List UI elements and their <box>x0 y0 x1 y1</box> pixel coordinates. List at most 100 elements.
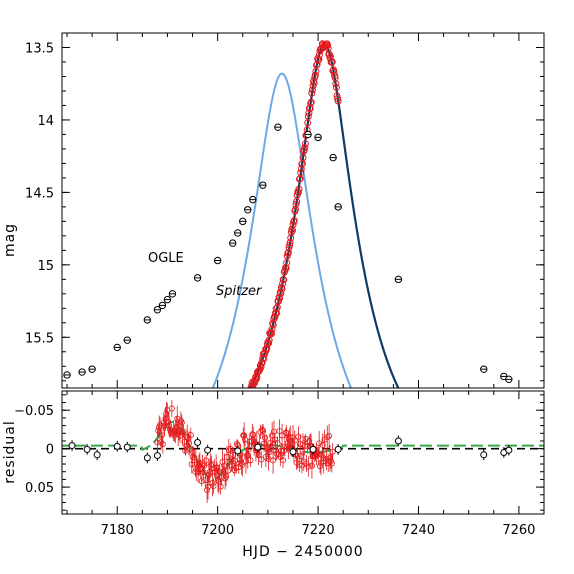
spitzer-residual-point <box>175 431 182 438</box>
spitzer-point <box>241 395 247 401</box>
spitzer-point <box>171 456 177 462</box>
spitzer-point <box>219 426 225 432</box>
spitzer-point <box>168 454 174 460</box>
residual-y-tick-label: 0.05 <box>25 481 54 496</box>
spitzer-point <box>161 460 167 466</box>
spitzer-point <box>205 441 211 447</box>
spitzer-point <box>304 119 312 127</box>
residual-y-tick-label: −0.05 <box>14 404 54 419</box>
spitzer-residual-point <box>328 460 335 467</box>
spitzer-point <box>171 455 177 461</box>
spitzer-point <box>163 458 169 464</box>
spitzer-point <box>208 438 214 444</box>
spitzer-point <box>240 399 246 405</box>
spitzer-point <box>160 458 166 464</box>
spitzer-point <box>212 435 218 441</box>
bottom-points-layer <box>68 400 513 504</box>
spitzer-residual-point <box>267 439 274 446</box>
spitzer-point <box>220 424 226 430</box>
spitzer-residual-point <box>223 473 230 480</box>
spitzer-point <box>262 345 270 353</box>
spitzer-point <box>213 435 219 441</box>
spitzer-point <box>198 447 204 453</box>
spitzer-point <box>161 459 167 465</box>
spitzer-point <box>207 434 213 440</box>
spitzer-point <box>180 456 186 462</box>
spitzer-residual-point <box>260 427 267 434</box>
spitzer-point <box>236 409 242 415</box>
spitzer-residual-point <box>232 457 239 464</box>
spitzer-residual-point <box>291 437 298 444</box>
spitzer-point <box>181 455 187 461</box>
spitzer-residual-point <box>266 449 273 456</box>
spitzer-residual-point <box>184 433 191 440</box>
spitzer-point <box>155 460 161 466</box>
spitzer-point <box>226 420 232 426</box>
spitzer-residual-point <box>174 415 181 422</box>
spitzer-residual-point <box>225 447 232 454</box>
spitzer-point <box>208 436 214 442</box>
spitzer-point <box>235 404 241 410</box>
ogle-residual-point <box>153 452 161 460</box>
spitzer-residual-point <box>179 429 186 436</box>
spitzer-residual-point <box>233 441 240 448</box>
x-tick-label: 7220 <box>302 523 335 538</box>
ogle-residual-point <box>480 451 488 459</box>
y-tick-label: 14.5 <box>25 186 54 201</box>
spitzer-point <box>177 455 183 461</box>
spitzer-point <box>216 428 222 434</box>
spitzer-point <box>271 313 279 321</box>
spitzer-point <box>242 400 248 406</box>
spitzer-point <box>332 83 340 91</box>
spitzer-point <box>170 454 176 460</box>
spitzer-residual-point <box>303 460 310 467</box>
spitzer-residual-point <box>209 480 216 487</box>
spitzer-point <box>199 446 205 452</box>
spitzer-point <box>232 409 238 415</box>
spitzer-residual-point <box>176 428 183 435</box>
spitzer-point <box>169 456 175 462</box>
spitzer-point <box>227 416 233 422</box>
spitzer-point <box>243 392 249 398</box>
spitzer-residual-point <box>210 483 217 490</box>
spitzer-point <box>221 423 227 429</box>
spitzer-point <box>305 109 313 117</box>
spitzer-residual-point <box>230 451 237 458</box>
spitzer-point <box>164 455 170 461</box>
spitzer-point <box>295 185 303 193</box>
spitzer-point <box>229 415 235 421</box>
spitzer-point <box>237 403 243 409</box>
spitzer-point <box>257 363 265 371</box>
spitzer-point <box>240 398 246 404</box>
spitzer-point <box>272 305 280 313</box>
spitzer-point <box>230 413 236 419</box>
spitzer-point <box>211 435 217 441</box>
top-models-layer <box>211 43 400 388</box>
spitzer-point <box>175 452 181 458</box>
spitzer-residual-point <box>166 422 173 429</box>
spitzer-point <box>239 404 245 410</box>
spitzer-point <box>315 56 323 64</box>
x-tick-label: 7200 <box>201 523 234 538</box>
y-axis-title-bottom: residual <box>2 420 18 483</box>
x-axis-title: HJD − 2450000 <box>242 544 363 560</box>
spitzer-point <box>231 410 237 416</box>
spitzer-residual-point <box>241 432 248 439</box>
ogle-residual-point <box>194 439 202 447</box>
spitzer-point <box>306 105 314 113</box>
spitzer-point <box>166 457 172 463</box>
spitzer-residual-point <box>280 457 287 464</box>
spitzer-point <box>244 392 250 398</box>
spitzer-residual-point <box>163 410 170 417</box>
spitzer-point <box>221 423 227 429</box>
ogle-residual-point <box>334 445 342 453</box>
ogle-residual-point <box>83 445 91 453</box>
spitzer-point <box>172 457 178 463</box>
top-frame <box>61 32 545 389</box>
spitzer-point <box>211 437 217 443</box>
spitzer-point <box>210 439 216 445</box>
spitzer-residual-point <box>201 462 208 469</box>
spitzer-point <box>291 205 299 213</box>
spitzer-point <box>213 431 219 437</box>
spitzer-residual-point <box>187 432 194 439</box>
